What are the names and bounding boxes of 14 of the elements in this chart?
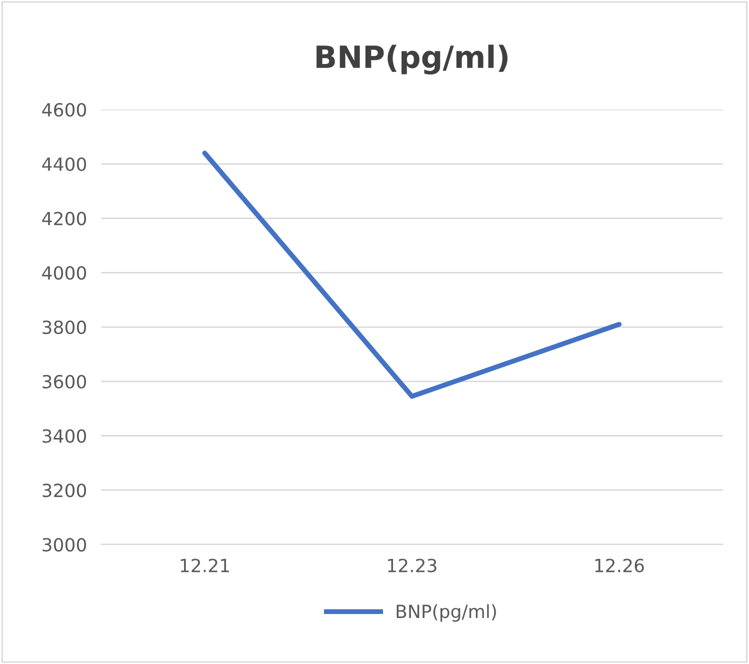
x-tick-label: 12.21 [180,558,229,572]
y-tick-label: 4600 [42,103,86,117]
y-tick-label: 3400 [42,429,86,443]
x-tick-label: 12.26 [595,558,644,572]
y-tick-label: 3800 [42,320,86,334]
y-tick-label: 3200 [42,484,86,498]
y-tick-label: 4200 [42,212,86,226]
chart-title: BNP(pg/ml) [316,44,508,74]
y-tick-label: 3000 [42,538,86,552]
x-tick-label: 12.23 [388,558,436,572]
legend-label: BNP(pg/ml) [396,604,496,622]
y-tick-label: 4000 [42,266,86,280]
y-tick-label: 3600 [42,374,86,388]
y-tick-label: 4400 [42,157,86,172]
